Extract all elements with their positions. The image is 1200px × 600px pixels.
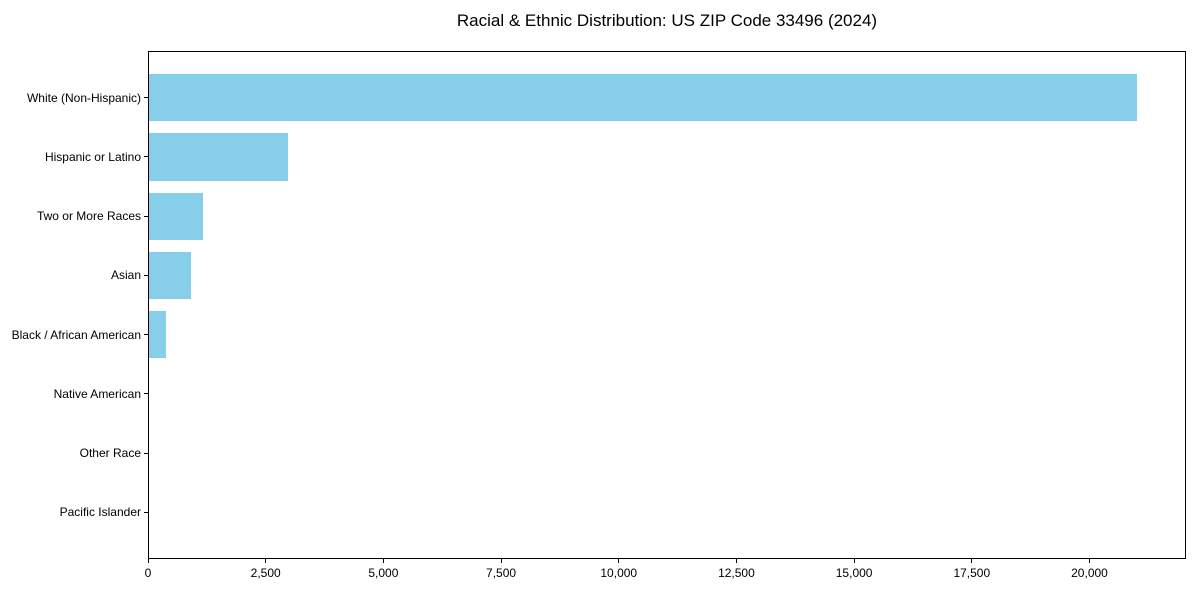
bar: [148, 192, 204, 240]
y-tick-mark: [144, 97, 148, 99]
y-tick-mark: [144, 452, 148, 454]
x-tick-mark: [500, 559, 502, 563]
y-tick-label: Other Race: [79, 446, 141, 461]
y-tick-label: White (Non-Hispanic): [26, 90, 141, 105]
y-tick-label: Native American: [53, 386, 141, 401]
bar: [148, 370, 149, 418]
y-tick-label: Hispanic or Latino: [44, 149, 141, 164]
x-tick-mark: [853, 559, 855, 563]
y-tick-mark: [144, 511, 148, 513]
x-tick-label: 0: [144, 566, 152, 580]
chart-title: Racial & Ethnic Distribution: US ZIP Cod…: [456, 11, 878, 30]
y-tick-mark: [144, 274, 148, 276]
x-tick-label: 17,500: [953, 566, 991, 580]
x-tick-mark: [1088, 559, 1090, 563]
x-tick-label: 20,000: [1071, 566, 1108, 580]
y-tick-label: Asian: [110, 268, 141, 283]
bar: [148, 251, 191, 300]
x-tick-label: 7,500: [486, 566, 517, 580]
x-tick-mark: [618, 559, 620, 563]
y-tick-mark: [144, 334, 148, 336]
x-tick-label: 5,000: [368, 566, 399, 580]
bar: [148, 310, 167, 359]
x-tick-mark: [735, 559, 737, 563]
y-tick-label: Two or More Races: [36, 209, 141, 224]
plot-area: [148, 51, 1186, 559]
y-tick-mark: [144, 156, 148, 158]
y-tick-label: Black / African American: [11, 327, 141, 342]
y-tick-mark: [144, 393, 148, 395]
x-tick-mark: [971, 559, 973, 563]
bar: [148, 74, 1137, 122]
x-tick-mark: [147, 559, 149, 563]
x-tick-mark: [265, 559, 267, 563]
y-tick-label: Pacific Islander: [59, 505, 141, 520]
x-tick-label: 10,000: [600, 566, 638, 580]
x-tick-label: 12,500: [718, 566, 755, 580]
bar: [148, 133, 289, 181]
x-tick-label: 15,000: [835, 566, 873, 580]
bar: [148, 429, 149, 477]
x-tick-label: 2,500: [250, 566, 281, 580]
y-tick-mark: [144, 215, 148, 217]
x-tick-mark: [382, 559, 384, 563]
